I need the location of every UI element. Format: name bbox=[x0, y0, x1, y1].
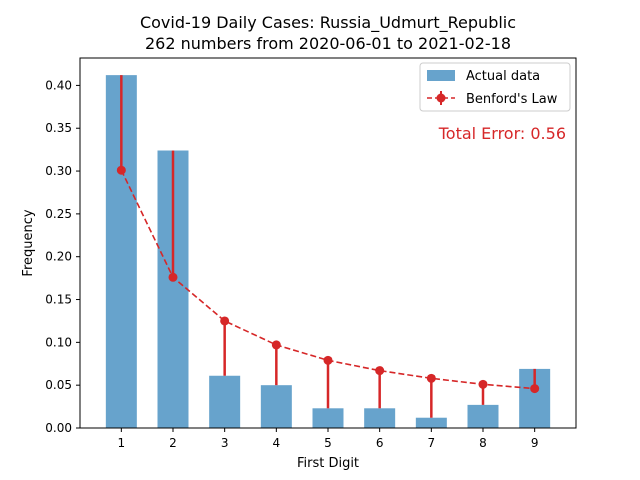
y-tick-label-4: 0.20 bbox=[45, 250, 72, 264]
plot-area: 1 2 3 4 5 6 7 8 9 0.00 0.05 0.10 0.15 0.20 0.25 0.30 0.3… bbox=[45, 75, 551, 450]
legend-label-actual: Actual data bbox=[466, 69, 540, 84]
x-tick-label-5: 5 bbox=[324, 436, 332, 450]
bar-digit-4 bbox=[260, 385, 292, 428]
bar-digit-7 bbox=[415, 417, 447, 428]
legend-marker-benford bbox=[436, 93, 446, 103]
legend-box bbox=[419, 62, 571, 112]
y-tick-label-1: 0.05 bbox=[45, 378, 72, 392]
x-tick-label-6: 6 bbox=[376, 436, 384, 450]
benford-point-digit-7 bbox=[426, 373, 436, 383]
benford-point-digit-1 bbox=[116, 165, 126, 175]
y-tick-label-7: 0.35 bbox=[45, 121, 72, 135]
benford-point-digit-9 bbox=[530, 384, 540, 394]
legend-label-benford: Benford's Law bbox=[466, 92, 558, 107]
bar-digit-6 bbox=[364, 408, 396, 428]
y-tick-label-6: 0.30 bbox=[45, 164, 72, 178]
x-tick-label-8: 8 bbox=[479, 436, 487, 450]
chart-title-line1: Covid-19 Daily Cases: Russia_Udmurt_Repu… bbox=[140, 13, 516, 33]
benford-point-digit-5 bbox=[323, 355, 333, 365]
x-tick-label-2: 2 bbox=[169, 436, 177, 450]
benford-point-digit-2 bbox=[168, 272, 178, 282]
benford-point-digit-6 bbox=[375, 366, 385, 376]
x-axis-label: First Digit bbox=[297, 456, 359, 471]
bar-digit-3 bbox=[209, 375, 241, 428]
legend: Actual data Benford's Law bbox=[419, 62, 571, 112]
y-tick-label-8: 0.40 bbox=[45, 78, 72, 92]
bar-digit-8 bbox=[467, 404, 499, 428]
chart-title-line2: 262 numbers from 2020-06-01 to 2021-02-1… bbox=[145, 34, 511, 53]
y-tick-label-0: 0.00 bbox=[45, 421, 72, 435]
x-tick-label-1: 1 bbox=[118, 436, 126, 450]
benford-point-digit-4 bbox=[271, 340, 281, 350]
legend-swatch-actual bbox=[427, 70, 455, 81]
x-tick-label-7: 7 bbox=[428, 436, 436, 450]
y-tick-label-2: 0.10 bbox=[45, 335, 72, 349]
total-error-annotation: Total Error: 0.56 bbox=[438, 124, 566, 143]
bar-digit-5 bbox=[312, 408, 344, 428]
x-tick-label-4: 4 bbox=[273, 436, 281, 450]
plot-frame bbox=[79, 57, 577, 429]
y-tick-label-3: 0.15 bbox=[45, 293, 72, 307]
benford-point-digit-3 bbox=[220, 316, 230, 326]
x-tick-label-9: 9 bbox=[531, 436, 539, 450]
y-tick-label-5: 0.25 bbox=[45, 207, 72, 221]
x-tick-label-3: 3 bbox=[221, 436, 229, 450]
y-axis-label: Frequency bbox=[21, 209, 36, 276]
benford-point-digit-8 bbox=[478, 379, 488, 389]
